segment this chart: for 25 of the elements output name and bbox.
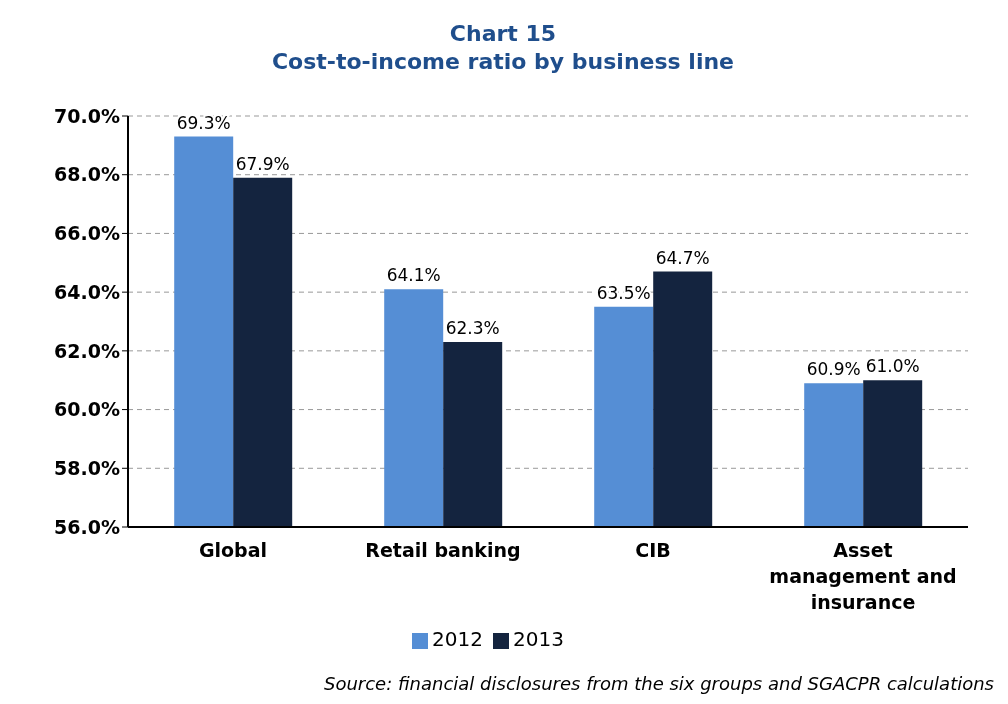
data-label: 69.3% [176,112,231,133]
y-tick-label: 66.0% [54,222,120,245]
x-tick-label: Asset management and insurance [769,539,957,613]
data-label: 67.9% [235,153,290,174]
y-tick-label: 68.0% [54,163,120,186]
y-tick-label: 62.0% [54,339,120,362]
chart-subtitle: Cost-to-income ratio by business line [270,48,735,76]
chart-title: Chart 15 [448,20,558,48]
x-tick-label: Global [198,539,268,561]
legend-label: 2012 [432,627,483,651]
y-tick-label: 58.0% [54,457,120,480]
data-label: 60.9% [806,359,861,380]
data-label: 64.1% [386,265,441,286]
y-tick-label: 70.0% [54,104,120,127]
y-tick-label: 60.0% [54,398,120,421]
data-label: 62.3% [445,318,500,339]
y-tick-label: 64.0% [54,280,120,303]
data-label: 64.7% [655,247,710,268]
data-label: 61.0% [865,356,920,377]
source-note: Source: financial disclosures from the six groups and SGACPR calculations [323,673,994,694]
y-tick-label: 56.0% [54,515,120,538]
legend-label: 2013 [513,627,564,651]
data-label: 63.5% [596,282,651,303]
x-tick-label: CIB [635,539,671,561]
x-tick-label: Retail banking [365,539,521,561]
